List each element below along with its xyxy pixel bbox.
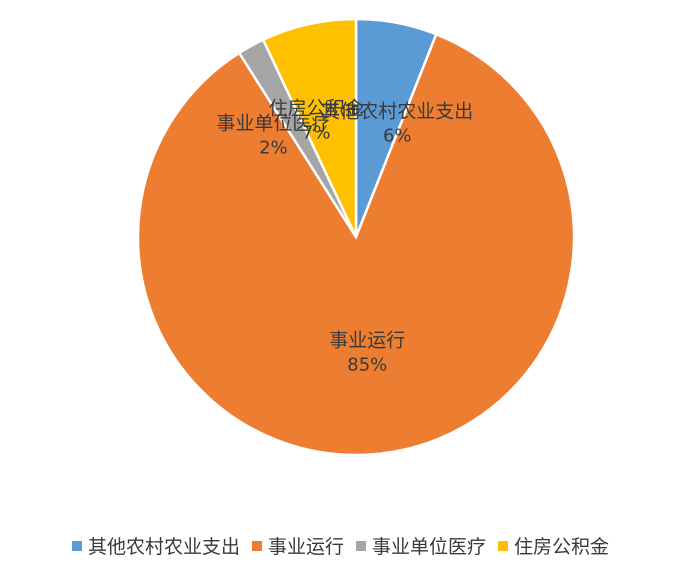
slice-name-label: 其他农村农业支出 <box>321 101 473 123</box>
legend-item: 事业单位医疗 <box>356 532 486 559</box>
legend-swatch <box>498 540 509 551</box>
legend-swatch <box>251 540 262 551</box>
pie-chart: 其他农村农业支出 6% 事业运行 85% 事业单位医疗 2% 住房公积金 7% <box>136 17 576 457</box>
slice-percent-label: 2% <box>259 138 288 159</box>
slice-percent-label: 6% <box>383 126 412 147</box>
pie-slice <box>136 32 576 457</box>
pie-slice <box>261 17 358 238</box>
legend-label: 其他农村农业支出 <box>87 536 240 558</box>
pie-labels: 其他农村农业支出 6% 事业运行 85% 事业单位医疗 2% 住房公积金 7% <box>216 97 473 375</box>
legend-swatch <box>71 540 82 551</box>
legend: 其他农村农业支出 事业运行 事业单位医疗 住房公积金 <box>0 532 681 559</box>
slice-name-label: 事业运行 <box>329 329 405 351</box>
slice-percent-label: 85% <box>347 354 387 375</box>
legend-label: 事业单位医疗 <box>372 536 487 558</box>
legend-label: 住房公积金 <box>514 536 610 558</box>
legend-item: 事业运行 <box>251 532 344 559</box>
slice-percent-label: 7% <box>302 122 331 143</box>
legend-label: 事业运行 <box>267 536 344 558</box>
legend-swatch <box>356 540 366 551</box>
pie-slices <box>136 17 576 457</box>
legend-item: 其他农村农业支出 <box>71 532 240 559</box>
legend-item: 住房公积金 <box>498 532 609 559</box>
slice-name-label: 事业单位医疗 <box>216 113 330 135</box>
slice-name-label: 住房公积金 <box>269 97 364 119</box>
